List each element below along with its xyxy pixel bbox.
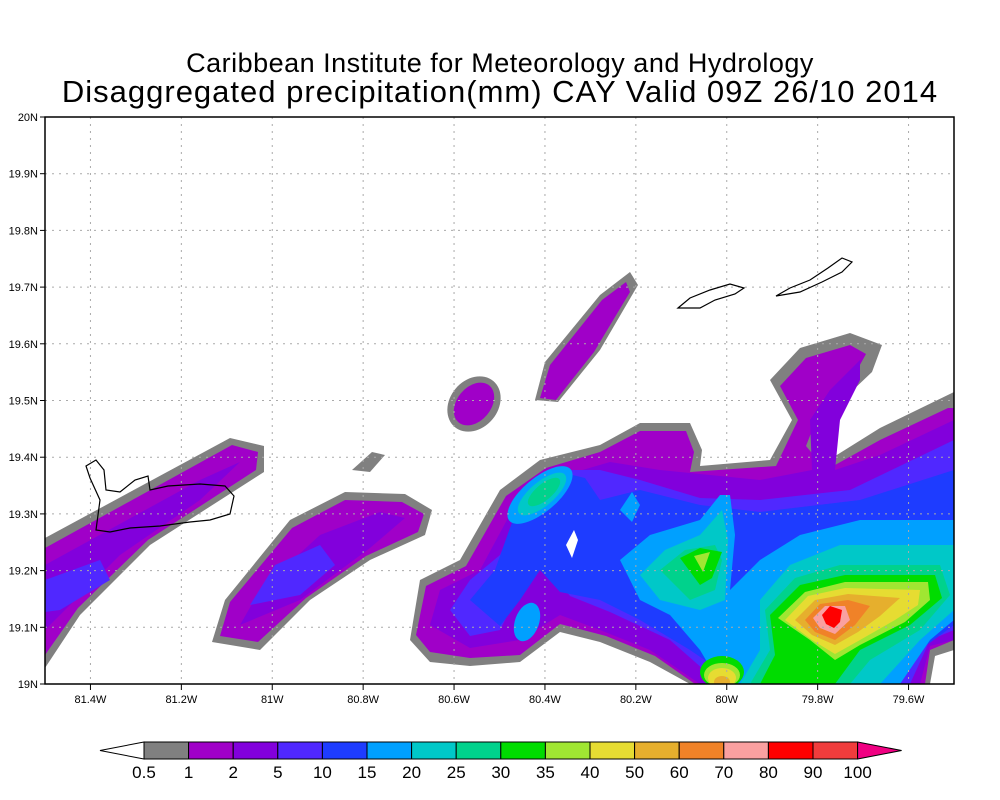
colorbar-swatch bbox=[321, 741, 368, 760]
x-tick-label: 80.4W bbox=[529, 694, 561, 706]
colorbar-swatch bbox=[723, 741, 769, 760]
y-axis: 19N 19.1N 19.2N 19.3N 19.4N 19.5N 19.6N 19.7N 19… bbox=[9, 112, 45, 691]
colorbar-swatch bbox=[589, 741, 636, 760]
colorbar-swatch bbox=[143, 741, 190, 760]
x-tick-label: 81.4W bbox=[75, 694, 107, 706]
y-tick-label: 20N bbox=[18, 112, 38, 124]
colorbar-swatch bbox=[634, 741, 680, 760]
colorbar-label: 2 bbox=[228, 763, 237, 782]
colorbar-swatch bbox=[455, 741, 502, 760]
colorbar-label: 15 bbox=[358, 763, 377, 782]
colorbar-legend: 0.5 1 2 5 10 15 20 25 30 35 40 50 60 70 80 90 100 bbox=[99, 741, 902, 782]
colorbar-label: 1 bbox=[184, 763, 193, 782]
colorbar-label: 50 bbox=[625, 763, 644, 782]
y-tick-label: 19.8N bbox=[9, 225, 38, 237]
colorbar-label: 5 bbox=[273, 763, 282, 782]
dry-gap bbox=[566, 530, 578, 558]
colorbar-swatch bbox=[277, 741, 323, 760]
colorbar-swatch bbox=[767, 741, 814, 760]
colorbar-label: 35 bbox=[536, 763, 555, 782]
y-tick-label: 19.9N bbox=[9, 169, 38, 181]
y-tick-label: 19.7N bbox=[9, 282, 38, 294]
y-tick-label: 19N bbox=[18, 679, 38, 691]
colorbar-swatch bbox=[812, 741, 859, 760]
y-tick-label: 19.6N bbox=[9, 339, 38, 351]
colorbar-label: 30 bbox=[491, 763, 510, 782]
colorbar-label: 90 bbox=[804, 763, 823, 782]
colorbar-swatch bbox=[232, 741, 279, 760]
y-tick-label: 19.1N bbox=[9, 622, 38, 634]
x-tick-label: 80.2W bbox=[620, 694, 652, 706]
x-tick-label: 79.8W bbox=[802, 694, 834, 706]
colorbar-swatch bbox=[544, 741, 591, 760]
grand-cayman-island bbox=[85, 459, 235, 533]
colorbar-label: 10 bbox=[313, 763, 332, 782]
x-tick-label: 80W bbox=[715, 694, 738, 706]
colorbar-swatch bbox=[500, 741, 546, 760]
x-tick-label: 80.8W bbox=[347, 694, 379, 706]
y-tick-label: 19.2N bbox=[9, 566, 38, 578]
x-tick-label: 79.6W bbox=[893, 694, 925, 706]
colorbar-swatch bbox=[678, 741, 725, 760]
grid-lines bbox=[45, 117, 954, 684]
colorbar-arrow-high bbox=[857, 741, 902, 760]
coastlines bbox=[85, 257, 854, 533]
y-tick-label: 19.3N bbox=[9, 509, 38, 521]
colorbar-label: 20 bbox=[402, 763, 421, 782]
colorbar-swatch bbox=[188, 741, 234, 760]
little-cayman-island bbox=[676, 283, 746, 309]
colorbar-label: 40 bbox=[581, 763, 600, 782]
chart-title: Disaggregated precipitation(mm) CAY Vali… bbox=[61, 74, 939, 109]
colorbar-label: 25 bbox=[447, 763, 466, 782]
colorbar-label: 70 bbox=[714, 763, 733, 782]
x-tick-label: 80.6W bbox=[438, 694, 470, 706]
colorbar-label: 100 bbox=[843, 763, 871, 782]
y-tick-label: 19.4N bbox=[9, 452, 38, 464]
colorbar-label: 0.5 bbox=[132, 763, 156, 782]
x-axis: 81.4W 81.2W 81W 80.8W 80.6W 80.4W 80.2W 80W 79.8… bbox=[75, 684, 925, 706]
colorbar-arrow-low bbox=[99, 741, 145, 760]
colorbar-swatch bbox=[411, 741, 457, 760]
x-tick-label: 81.2W bbox=[165, 694, 197, 706]
x-tick-label: 81W bbox=[261, 694, 284, 706]
colorbar-swatch bbox=[366, 741, 413, 760]
colorbar-label: 60 bbox=[670, 763, 689, 782]
y-tick-label: 19.5N bbox=[9, 396, 38, 408]
cayman-brac-island bbox=[775, 257, 854, 297]
contour-80mm bbox=[822, 606, 842, 628]
colorbar-label: 80 bbox=[759, 763, 778, 782]
chart-title-institute: Caribbean Institute for Meteorology and … bbox=[186, 48, 814, 78]
